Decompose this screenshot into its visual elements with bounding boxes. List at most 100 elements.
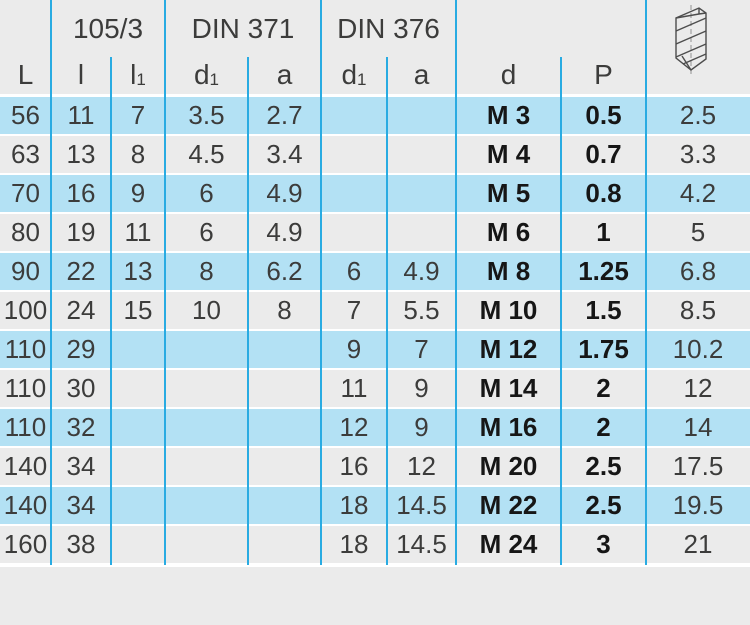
cell-L: 80 — [11, 217, 40, 247]
cell-L: 160 — [3, 529, 48, 559]
cell-din376-d1 — [321, 136, 387, 173]
cell-din371-d1 — [165, 409, 248, 446]
cell-l1 — [111, 370, 165, 407]
cell-P: 1.5 — [585, 295, 622, 325]
cell-din376-a — [387, 136, 456, 173]
cell-d: M 12 — [479, 334, 538, 364]
cell-din371-a — [248, 409, 321, 446]
cell-l: 30 — [66, 373, 96, 403]
column-rule-d-P — [560, 57, 562, 565]
drill-bit-icon — [668, 4, 714, 78]
cell-d: M 6 — [486, 217, 531, 247]
column-rule-din376-d — [455, 0, 457, 565]
cell-din371-a — [248, 370, 321, 407]
cell-L: 110 — [4, 373, 47, 403]
cell-din376-a: 5.5 — [403, 295, 440, 325]
cell-P: 1.25 — [578, 256, 629, 286]
cell-din371-d1 — [165, 370, 248, 407]
cell-P: 0.8 — [585, 178, 622, 208]
cell-din371-a: 6.2 — [266, 256, 303, 286]
cell-d: M 3 — [486, 100, 531, 130]
cell-P: 2.5 — [585, 490, 622, 520]
cell-din371-d1 — [165, 448, 248, 485]
cell-din371-d1 — [165, 331, 248, 368]
cell-core-hole: 14 — [683, 412, 713, 442]
cell-din371-d1: 10 — [192, 295, 221, 325]
cell-din371-a — [248, 487, 321, 524]
cell-l1: 15 — [123, 295, 153, 325]
table-row: 110 32 12 9 M 16 2 14 — [0, 409, 750, 446]
column-rule-l1-din371 — [164, 0, 166, 565]
table-row: 100 24 15 10 8 7 5.5 M 10 1.5 8.5 — [0, 292, 750, 329]
cell-core-hole: 17.5 — [672, 451, 724, 481]
cell-d: M 20 — [479, 451, 538, 481]
column-header-din371-a: a — [276, 58, 293, 90]
table-body: 56 11 7 3.5 2.7 M 3 0.5 2.5 63 13 8 4.5 3.4 M 4 0.7 3.3… — [0, 94, 750, 567]
cell-din376-d1: 18 — [339, 529, 369, 559]
column-header-l: l — [77, 58, 85, 90]
cell-l1: 9 — [130, 178, 146, 208]
cell-din371-a — [248, 448, 321, 485]
cell-din376-d1: 9 — [346, 334, 362, 364]
cell-din371-a — [248, 331, 321, 368]
table-row: 63 13 8 4.5 3.4 M 4 0.7 3.3 — [0, 136, 750, 173]
cell-din376-d1: 11 — [340, 373, 368, 403]
column-rule-din371-d1-a — [247, 57, 249, 565]
cell-din376-a: 7 — [414, 334, 429, 364]
cell-din371-a: 3.4 — [266, 139, 303, 169]
cell-core-hole: 12 — [683, 373, 713, 403]
table-row: 80 19 11 6 4.9 M 6 1 5 — [0, 214, 750, 251]
column-rule-din376-d1-a — [386, 57, 388, 565]
table-row: 140 34 18 14.5 M 22 2.5 19.5 — [0, 487, 750, 524]
cell-core-hole: 21 — [683, 529, 713, 559]
cell-L: 100 — [3, 295, 48, 325]
cell-l: 11 — [67, 100, 95, 130]
cell-core-hole: 5 — [690, 217, 706, 247]
cell-core-hole: 4.2 — [679, 178, 717, 208]
cell-l1 — [111, 487, 165, 524]
cell-P: 1 — [596, 217, 611, 247]
cell-l: 34 — [66, 451, 96, 481]
column-rule-L-l — [50, 0, 52, 565]
cell-din371-a: 8 — [277, 295, 292, 325]
cell-l: 29 — [66, 334, 96, 364]
table-row: 160 38 18 14.5 M 24 3 21 — [0, 526, 750, 563]
cell-P: 0.5 — [585, 100, 622, 130]
cell-d: M 14 — [479, 373, 538, 403]
cell-L: 70 — [11, 178, 40, 208]
cell-l1: 11 — [124, 217, 152, 247]
cell-din376-a: 14.5 — [396, 529, 447, 559]
table-row: 140 34 16 12 M 20 2.5 17.5 — [0, 448, 750, 485]
cell-d: M 10 — [479, 295, 538, 325]
cell-din376-d1: 16 — [339, 451, 369, 481]
cell-core-hole: 6.8 — [679, 256, 717, 286]
cell-l1: 7 — [130, 100, 146, 130]
cell-L: 110 — [4, 412, 47, 442]
cell-din376-d1: 7 — [346, 295, 362, 325]
cell-din376-d1: 12 — [339, 412, 369, 442]
cell-P: 2 — [596, 373, 611, 403]
cell-l: 19 — [66, 217, 96, 247]
cell-l: 34 — [66, 490, 96, 520]
cell-din371-a: 4.9 — [266, 178, 303, 208]
cell-din371-d1: 6 — [199, 217, 214, 247]
column-header-L: L — [17, 58, 34, 90]
cell-L: 56 — [11, 100, 40, 130]
cell-l: 24 — [66, 295, 96, 325]
cell-din376-a — [387, 214, 456, 251]
cell-din371-d1 — [165, 526, 248, 563]
column-rule-din371-din376 — [320, 0, 322, 565]
cell-din371-d1 — [165, 487, 248, 524]
cell-d: M 5 — [486, 178, 531, 208]
cell-core-hole: 2.5 — [679, 100, 717, 130]
group-header-105-3: 105/3 — [72, 13, 144, 44]
cell-l1 — [111, 526, 165, 563]
cell-din376-d1 — [321, 175, 387, 212]
column-header-d: d — [500, 58, 517, 90]
cell-din376-d1 — [321, 97, 387, 134]
column-rule-l-l1 — [110, 57, 112, 565]
